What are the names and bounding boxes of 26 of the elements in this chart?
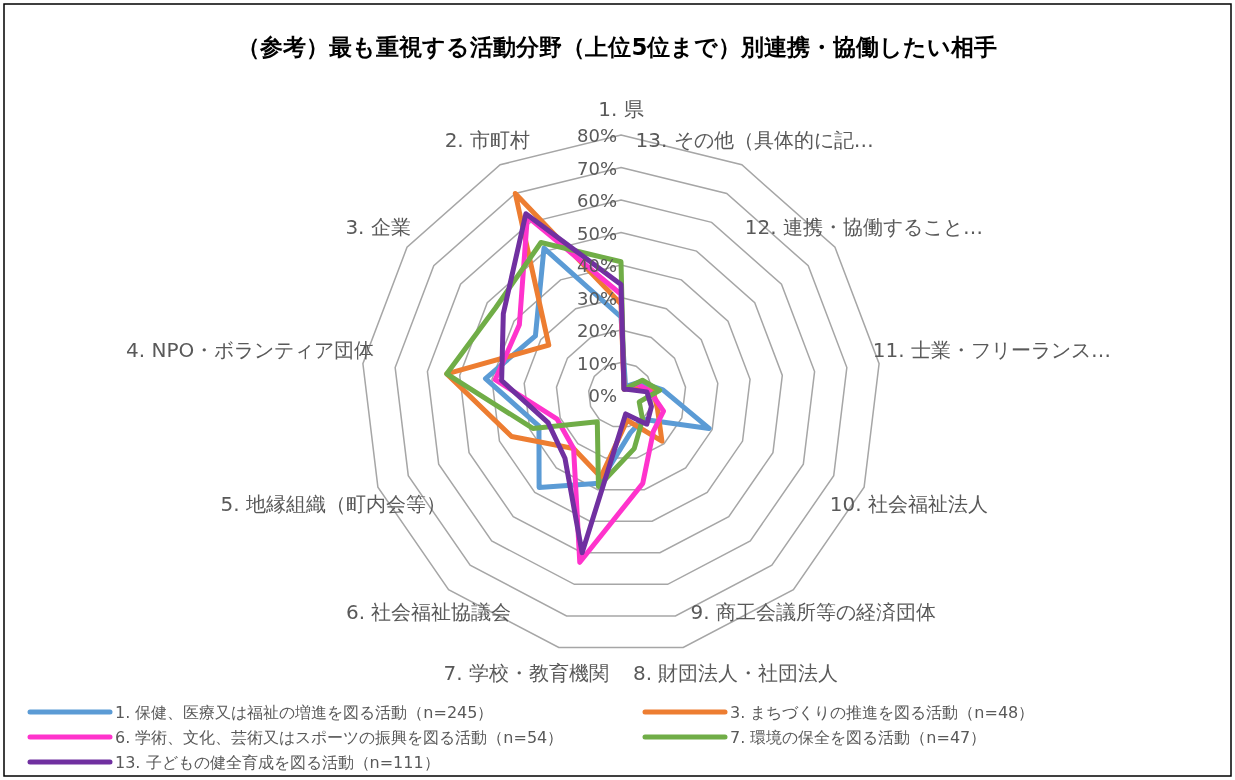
spoke-label: 5. 地縁組織（町内会等） <box>220 492 446 517</box>
spoke-label: 3. 企業 <box>345 215 411 240</box>
spoke-label: 6. 社会福祉協議会 <box>345 600 512 625</box>
legend-label: 13. 子どもの健全育成を図る活動（n=111） <box>115 753 440 772</box>
spoke-label: 7. 学校・教育機関 <box>443 661 609 686</box>
y-tick-label: 20% <box>576 320 617 341</box>
y-tick-label: 10% <box>576 352 617 374</box>
spoke-label: 11. 士業・フリーランス… <box>872 337 1111 362</box>
spoke-label: 4. NPO・ボランティア団体 <box>126 337 375 362</box>
spoke-label: 12. 連携・協働すること… <box>744 215 983 240</box>
y-tick-label: 70% <box>576 157 617 179</box>
y-tick-label: 60% <box>576 190 617 211</box>
legend-label: 6. 学術、文化、芸術又はスポーツの振興を図る活動（n=54） <box>115 728 564 747</box>
y-tick-label: 0% <box>588 385 617 406</box>
spoke-label: 13. その他（具体的に記… <box>635 128 874 153</box>
spoke-label: 9. 商工会議所等の経済団体 <box>690 600 937 625</box>
spoke-label: 10. 社会福祉法人 <box>829 492 988 517</box>
y-tick-label: 50% <box>576 222 617 244</box>
legend-label: 7. 環境の保全を図る活動（n=47） <box>730 728 987 747</box>
chart-title: （参考）最も重視する活動分野（上位5位まで）別連携・協働したい相手 <box>237 34 998 60</box>
spoke-label: 2. 市町村 <box>444 128 531 153</box>
spoke-label: 8. 財団法人・社団法人 <box>633 661 839 686</box>
spoke-label: 1. 県 <box>598 97 644 121</box>
legend-label: 1. 保健、医療又は福祉の増進を図る活動（n=245） <box>115 703 494 722</box>
y-tick-label: 80% <box>576 125 617 146</box>
legend-label: 3. まちづくりの推進を図る活動（n=48） <box>730 703 1035 722</box>
